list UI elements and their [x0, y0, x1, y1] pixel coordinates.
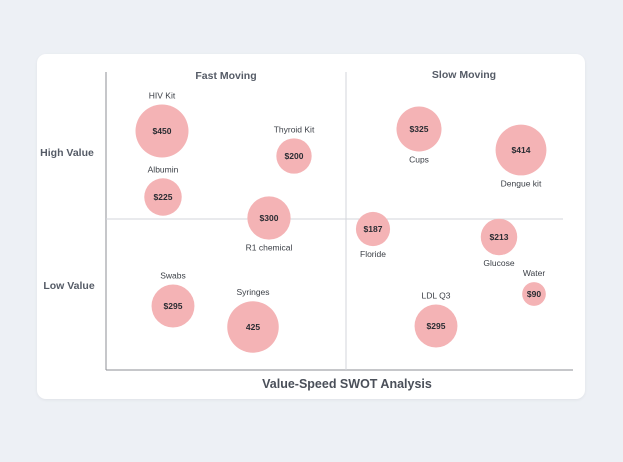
- bubble-label-hiv-kit: HIV Kit: [149, 91, 176, 101]
- bubble-hiv-kit: [135, 104, 189, 158]
- bubble-label-water: Water: [523, 268, 546, 278]
- bubble-thyroid-kit: [276, 138, 312, 174]
- bubble-glucose: [480, 218, 518, 256]
- row-title-low-value: Low Value: [43, 280, 95, 292]
- bubble-value-glucose: $213: [490, 232, 509, 242]
- column-title-fast-moving: Fast Moving: [195, 70, 256, 82]
- bubble-r1-chemical: [247, 196, 291, 240]
- bubble-albumin: [144, 178, 182, 216]
- chart-card: Fast Moving Slow Moving High Value Low V…: [37, 54, 585, 399]
- bubble-value-swabs: $295: [164, 301, 183, 311]
- swot-bubble-chart: Fast Moving Slow Moving High Value Low V…: [40, 69, 573, 391]
- bubble-label-dengue-kit: Dengue kit: [501, 178, 542, 188]
- bubble-value-cups: $325: [410, 124, 429, 134]
- bubble-value-floride: $187: [364, 224, 383, 234]
- bubble-label-r1-chemical: R1 chemical: [246, 243, 293, 253]
- bubble-label-floride: Floride: [360, 249, 386, 259]
- bubble-swabs: [151, 284, 195, 328]
- bubble-value-thyroid-kit: $200: [285, 151, 304, 161]
- bubble-syringes: [227, 301, 279, 353]
- bubble-water: [522, 282, 546, 306]
- bubble-value-syringes: 425: [246, 322, 260, 332]
- bubble-value-albumin: $225: [154, 192, 173, 202]
- bubble-value-hiv-kit: $450: [153, 126, 172, 136]
- bubble-group: $450 HIV Kit $200 Thyroid Kit $225 Albumin $30…: [135, 91, 547, 353]
- bubble-dengue-kit: [495, 124, 547, 176]
- bubble-label-ldl-q3: LDL Q3: [422, 291, 451, 301]
- bubble-value-dengue-kit: $414: [512, 145, 531, 155]
- bubble-value-water: $90: [527, 289, 541, 299]
- bubble-label-albumin: Albumin: [148, 164, 179, 174]
- bubble-value-ldl-q3: $295: [427, 321, 446, 331]
- row-title-high-value: High Value: [40, 147, 94, 159]
- bubble-label-glucose: Glucose: [483, 258, 514, 268]
- bubble-floride: [355, 211, 391, 247]
- bubble-ldl-q3: [414, 304, 458, 348]
- bubble-label-thyroid-kit: Thyroid Kit: [274, 124, 315, 134]
- bubble-label-swabs: Swabs: [160, 271, 186, 281]
- x-axis-title: Value-Speed SWOT Analysis: [262, 377, 432, 391]
- bubble-value-r1-chemical: $300: [260, 213, 279, 223]
- bubble-label-syringes: Syringes: [236, 287, 269, 297]
- bubble-cups: [396, 106, 442, 152]
- column-title-slow-moving: Slow Moving: [432, 69, 496, 81]
- bubble-label-cups: Cups: [409, 155, 429, 165]
